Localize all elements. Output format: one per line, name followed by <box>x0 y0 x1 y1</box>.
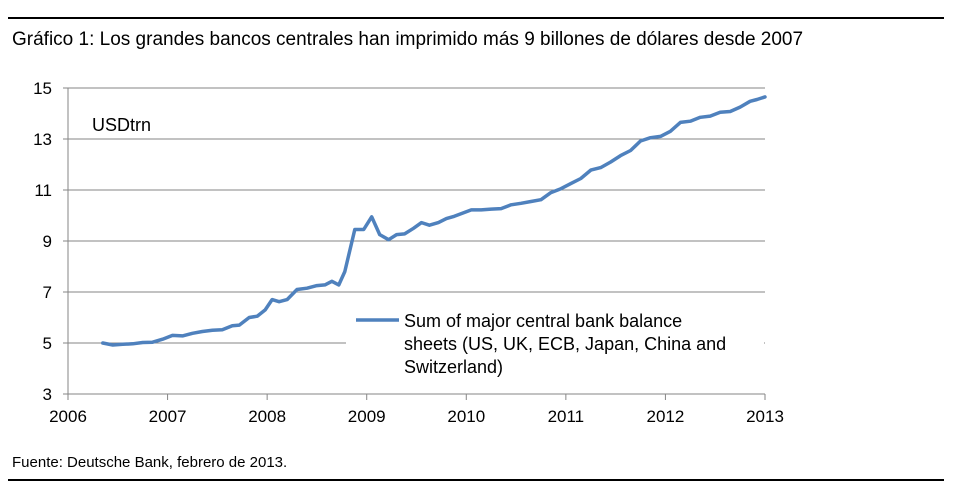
x-tick-label: 2009 <box>348 407 386 426</box>
bottom-rule <box>8 479 944 481</box>
unit-label: USDtrn <box>92 115 151 135</box>
y-tick-label: 11 <box>34 181 52 200</box>
axes <box>63 87 766 400</box>
series-line <box>101 95 767 347</box>
y-tick-label: 7 <box>43 283 52 302</box>
y-tick-label: 13 <box>33 130 52 149</box>
x-tick-label: 2006 <box>49 407 87 426</box>
chart-title: Gráfico 1: Los grandes bancos centrales … <box>12 29 804 50</box>
y-axis-tick-labels: 3 5 7 9 11 13 15 <box>33 79 52 404</box>
x-axis-tick-labels: 2006 2007 2008 2009 2010 2011 2012 2013 <box>49 407 784 426</box>
x-tick-label: 2008 <box>248 407 286 426</box>
legend: Sum of major central bank balance sheets … <box>356 311 726 377</box>
legend-label-line: sheets (US, UK, ECB, Japan, China and <box>404 334 726 354</box>
top-rule <box>8 17 944 19</box>
y-tick-label: 5 <box>43 334 52 353</box>
x-tick-label: 2010 <box>447 407 485 426</box>
y-tick-label: 9 <box>43 232 52 251</box>
legend-background <box>346 300 764 392</box>
legend-label-line: Switzerland) <box>404 357 503 377</box>
series-layer <box>101 95 767 347</box>
x-tick-label: 2013 <box>746 407 784 426</box>
legend-label-line: Sum of major central bank balance <box>404 311 682 331</box>
x-tick-label: 2011 <box>548 407 585 426</box>
y-tick-label: 3 <box>43 385 52 404</box>
source-note: Fuente: Deutsche Bank, febrero de 2013. <box>12 454 288 471</box>
y-tick-label: 15 <box>33 79 52 98</box>
x-tick-label: 2012 <box>647 407 685 426</box>
x-tick-label: 2007 <box>149 407 187 426</box>
